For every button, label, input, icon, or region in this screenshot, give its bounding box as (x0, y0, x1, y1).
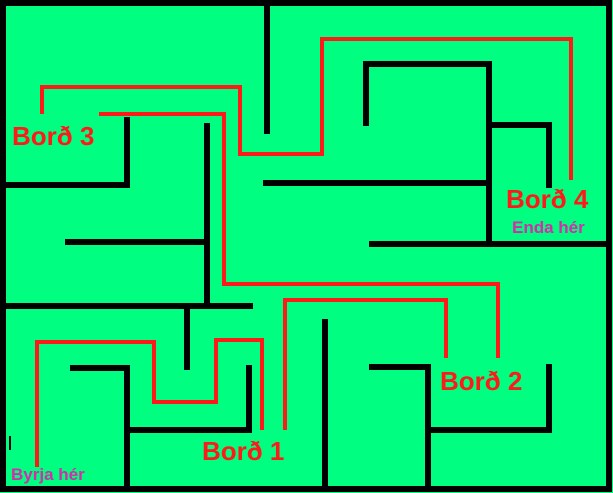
route-level-1 (35, 338, 264, 467)
level-2-label: Borð 2 (440, 366, 522, 396)
route-level-2 (283, 298, 448, 430)
route-level-2-b (99, 112, 500, 358)
route-level-3 (40, 37, 573, 180)
level-4-label: Borð 4 (506, 184, 589, 214)
maze-labels: Borð 1 Borð 2 Borð 3 Borð 4 Byrja hér En… (11, 121, 589, 484)
maze-routes (35, 37, 573, 467)
level-3-label: Borð 3 (12, 121, 94, 151)
start-label: Byrja hér (11, 465, 85, 484)
level-1-label: Borð 1 (202, 436, 284, 466)
end-label: Enda hér (512, 218, 585, 237)
